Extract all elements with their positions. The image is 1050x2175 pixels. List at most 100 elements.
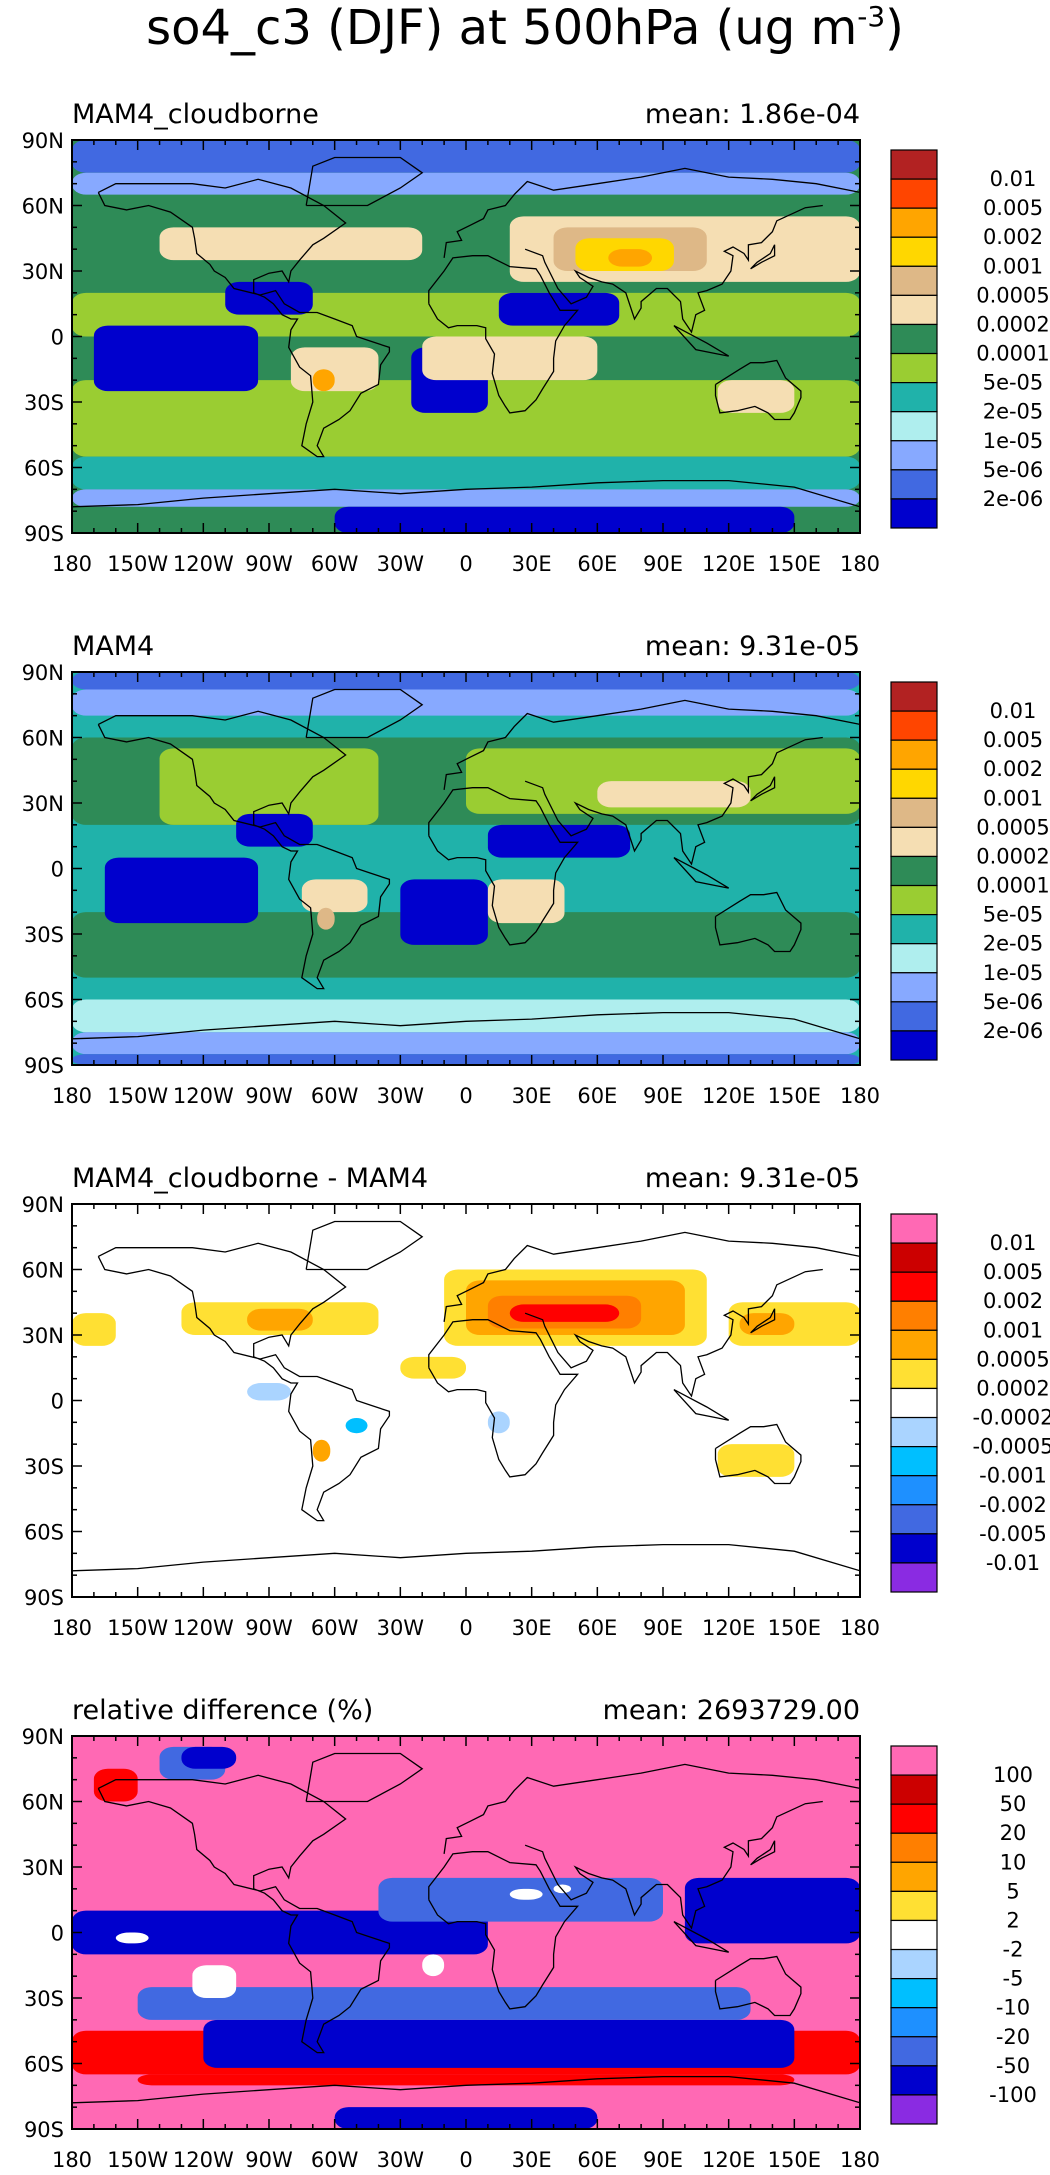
lon-label: 60W	[311, 1616, 359, 1640]
colorbar-label: 10	[1000, 1850, 1027, 1874]
colorbar-label: -0.0002	[972, 1406, 1050, 1430]
colorbar-box	[890, 469, 938, 500]
field-region	[192, 1965, 237, 1998]
coastline	[443, 1763, 860, 1854]
lon-label: 30W	[377, 1616, 425, 1640]
colorbar-box	[890, 265, 938, 296]
coastline	[97, 1774, 391, 2054]
colorbar-label: -0.002	[979, 1493, 1047, 1517]
field-region	[334, 506, 795, 533]
colorbar-label: 2e-06	[983, 487, 1044, 511]
lon-label: 120W	[173, 2148, 234, 2172]
field-region	[717, 1444, 795, 1477]
map-field	[72, 140, 860, 533]
colorbar-label: 5e-06	[983, 990, 1044, 1014]
colorbar-label: 0.005	[983, 728, 1043, 752]
colorbar-label: 100	[993, 1763, 1033, 1787]
colorbar-label: 0.0005	[976, 815, 1049, 839]
colorbar-box	[890, 855, 938, 887]
lon-label: 60W	[311, 1084, 359, 1108]
field-region	[290, 347, 379, 392]
lon-label: 90E	[643, 2148, 683, 2172]
colorbar-box	[890, 382, 938, 413]
coastline	[714, 1955, 802, 2017]
colorbar-box	[890, 2065, 938, 2096]
lon-label: 150E	[768, 552, 821, 576]
colorbar-label: 2e-06	[983, 1019, 1044, 1043]
lat-label: 30S	[24, 1987, 64, 2011]
lat-label: 30S	[24, 1455, 64, 1479]
panel-title: relative difference (%)	[72, 1695, 373, 1726]
lon-label: 0	[459, 2148, 472, 2172]
lon-label: 30E	[512, 1084, 552, 1108]
colorbar-label: -100	[989, 2083, 1037, 2107]
colorbar-label: 0.0005	[976, 1347, 1049, 1371]
panel-mean: mean: 9.31e-05	[645, 1163, 860, 1194]
field-region	[93, 325, 259, 392]
colorbar-label: -2	[1003, 1938, 1024, 1962]
panel-mean: mean: 9.31e-05	[645, 631, 860, 662]
colorbar-label: 0.0002	[976, 312, 1049, 336]
colorbar-label: 1e-05	[983, 961, 1044, 985]
lon-label: 90W	[245, 1616, 293, 1640]
lon-label: 180	[840, 1084, 880, 1108]
colorbar-label: 5e-06	[983, 458, 1044, 482]
lat-label: 90S	[24, 1586, 64, 1610]
lon-label: 30E	[512, 2148, 552, 2172]
panel-3: MAM4_cloudborne - MAM4 mean: 9.31e-05 90N 6…	[22, 1163, 1050, 1640]
lon-label: 60E	[577, 2148, 617, 2172]
figure-title: so4_c3 (DJF) at 500hPa (ug m-3)	[146, 0, 904, 56]
lon-label: 120E	[702, 1616, 755, 1640]
colorbar-box	[890, 178, 938, 209]
coastline	[428, 1851, 580, 2010]
lon-label: 180	[840, 2148, 880, 2172]
lat-label: 60S	[24, 989, 64, 1013]
lat-label: 60N	[22, 1791, 64, 1815]
panel-mean: mean: 2693729.00	[603, 1695, 860, 1726]
field-region	[422, 1954, 445, 1977]
coastline	[673, 1389, 730, 1421]
coastline	[524, 736, 823, 866]
lon-label: 120E	[702, 552, 755, 576]
colorbar-label: 2e-05	[983, 400, 1044, 424]
colorbar-label: 0.0001	[976, 342, 1049, 366]
panel-title: MAM4_cloudborne - MAM4	[72, 1163, 428, 1194]
colorbar-box	[890, 1242, 938, 1273]
lon-label: 150W	[107, 2148, 168, 2172]
colorbar-label: -0.01	[986, 1551, 1040, 1575]
colorbar-label: 50	[1000, 1792, 1027, 1816]
lon-label: 150W	[107, 1084, 168, 1108]
lon-label: 30W	[377, 2148, 425, 2172]
lon-label: 60E	[577, 552, 617, 576]
colorbar-label: 1e-05	[983, 429, 1044, 453]
field-region	[717, 380, 795, 413]
lat-label: 90S	[24, 522, 64, 546]
colorbar-box	[890, 1919, 938, 1951]
colorbar-label: 0.0005	[976, 283, 1049, 307]
colorbar-box	[890, 2007, 938, 2038]
colorbar-box	[890, 681, 938, 712]
lon-label: 120W	[173, 1084, 234, 1108]
coastline	[72, 2075, 860, 2104]
colorbar-box	[890, 2036, 938, 2067]
lon-label: 0	[459, 1616, 472, 1640]
field-region	[137, 1987, 751, 2020]
coastline	[714, 891, 802, 953]
coastline	[524, 1268, 823, 1398]
field-region	[684, 1877, 860, 1944]
field-region	[301, 879, 368, 913]
colorbar-box	[890, 323, 938, 355]
lon-label: 180	[52, 1084, 92, 1108]
lat-label: 60S	[24, 457, 64, 481]
field-region	[203, 2019, 795, 2068]
colorbar-box	[890, 1446, 938, 1477]
colorbar-label: 0.0002	[976, 844, 1049, 868]
coastline	[750, 1840, 776, 1866]
colorbar-label: 5e-05	[983, 371, 1044, 395]
coastline	[305, 156, 424, 207]
coastline	[673, 325, 730, 357]
colorbar-box	[890, 1213, 938, 1244]
lon-label: 30W	[377, 552, 425, 576]
coastline	[428, 787, 580, 946]
colorbar-box	[890, 768, 938, 799]
